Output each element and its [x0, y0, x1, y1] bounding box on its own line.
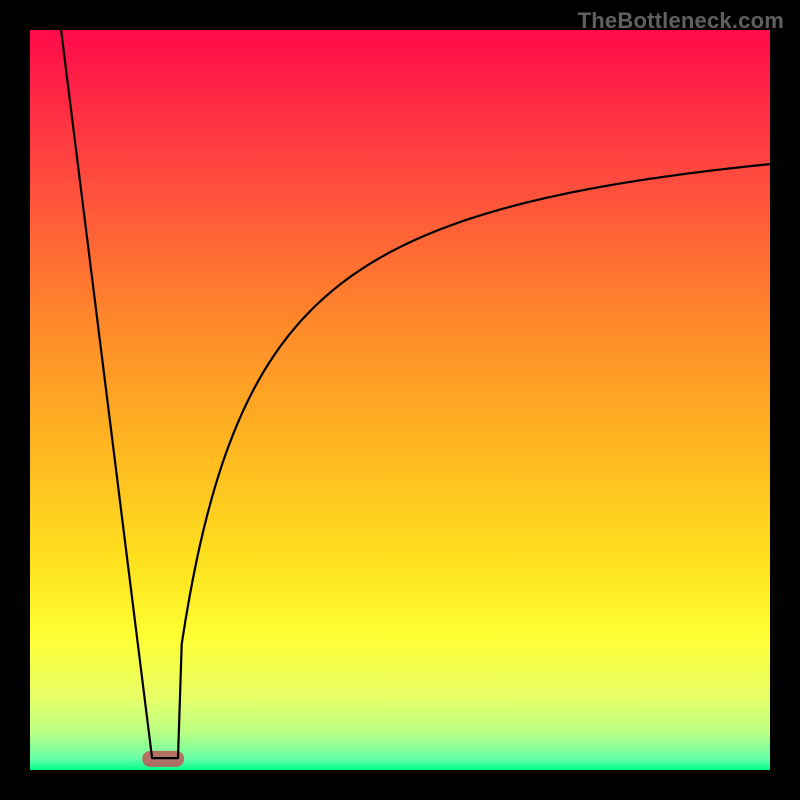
- gradient-background: [30, 30, 770, 770]
- chart-svg: [0, 0, 800, 800]
- watermark-text: TheBottleneck.com: [578, 8, 784, 34]
- chart-canvas: TheBottleneck.com: [0, 0, 800, 800]
